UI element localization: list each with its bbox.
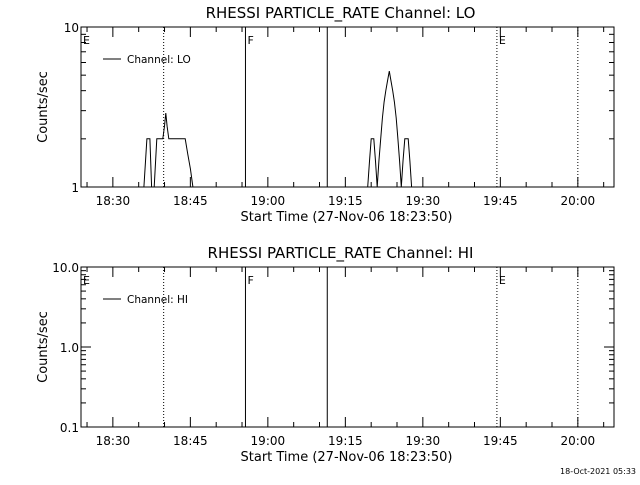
y-axis-label-1: Counts/sec <box>36 311 51 383</box>
x-tick-label: 19:45 <box>483 194 518 208</box>
x-axis-label-1: Start Time (27-Nov-06 18:23:50) <box>241 450 453 465</box>
time-marker-label: E <box>83 34 90 47</box>
time-marker-label: F <box>247 274 253 287</box>
x-tick-label: 19:45 <box>483 434 518 448</box>
x-tick-label: 20:00 <box>561 434 596 448</box>
x-tick-label: 19:30 <box>406 194 441 208</box>
y-tick-label: 1.0 <box>60 341 79 355</box>
legend-label: Channel: LO <box>127 54 191 66</box>
x-tick-label: 19:00 <box>251 434 286 448</box>
time-marker-label: E <box>499 34 506 47</box>
chart-title-0: RHESSI PARTICLE_RATE Channel: LO <box>206 4 476 23</box>
legend-label: Channel: HI <box>127 294 188 306</box>
y-axis-label-0: Counts/sec <box>36 71 51 143</box>
y-tick-label: 1 <box>71 181 79 195</box>
time-marker-label: F <box>247 34 253 47</box>
time-marker-label: E <box>83 274 90 287</box>
x-tick-label: 19:15 <box>328 434 363 448</box>
chart-title-1: RHESSI PARTICLE_RATE Channel: HI <box>208 244 474 263</box>
series-line <box>143 71 413 188</box>
x-tick-label: 19:15 <box>328 194 363 208</box>
time-marker-label: E <box>499 274 506 287</box>
x-tick-label: 18:45 <box>173 194 208 208</box>
plot-frame-0 <box>80 26 615 188</box>
x-tick-label: 18:30 <box>96 434 131 448</box>
x-axis-label-0: Start Time (27-Nov-06 18:23:50) <box>241 210 453 225</box>
x-tick-label: 20:00 <box>561 194 596 208</box>
y-tick-label: 0.1 <box>60 421 79 435</box>
y-tick-label: 10.0 <box>52 261 79 275</box>
plot-frame-1 <box>80 266 615 428</box>
x-tick-label: 19:30 <box>406 434 441 448</box>
generated-timestamp: 18-Oct-2021 05:33 <box>560 467 636 476</box>
x-tick-label: 18:30 <box>96 194 131 208</box>
x-tick-label: 19:00 <box>251 194 286 208</box>
x-tick-label: 18:45 <box>173 434 208 448</box>
y-tick-label: 10 <box>64 21 79 35</box>
